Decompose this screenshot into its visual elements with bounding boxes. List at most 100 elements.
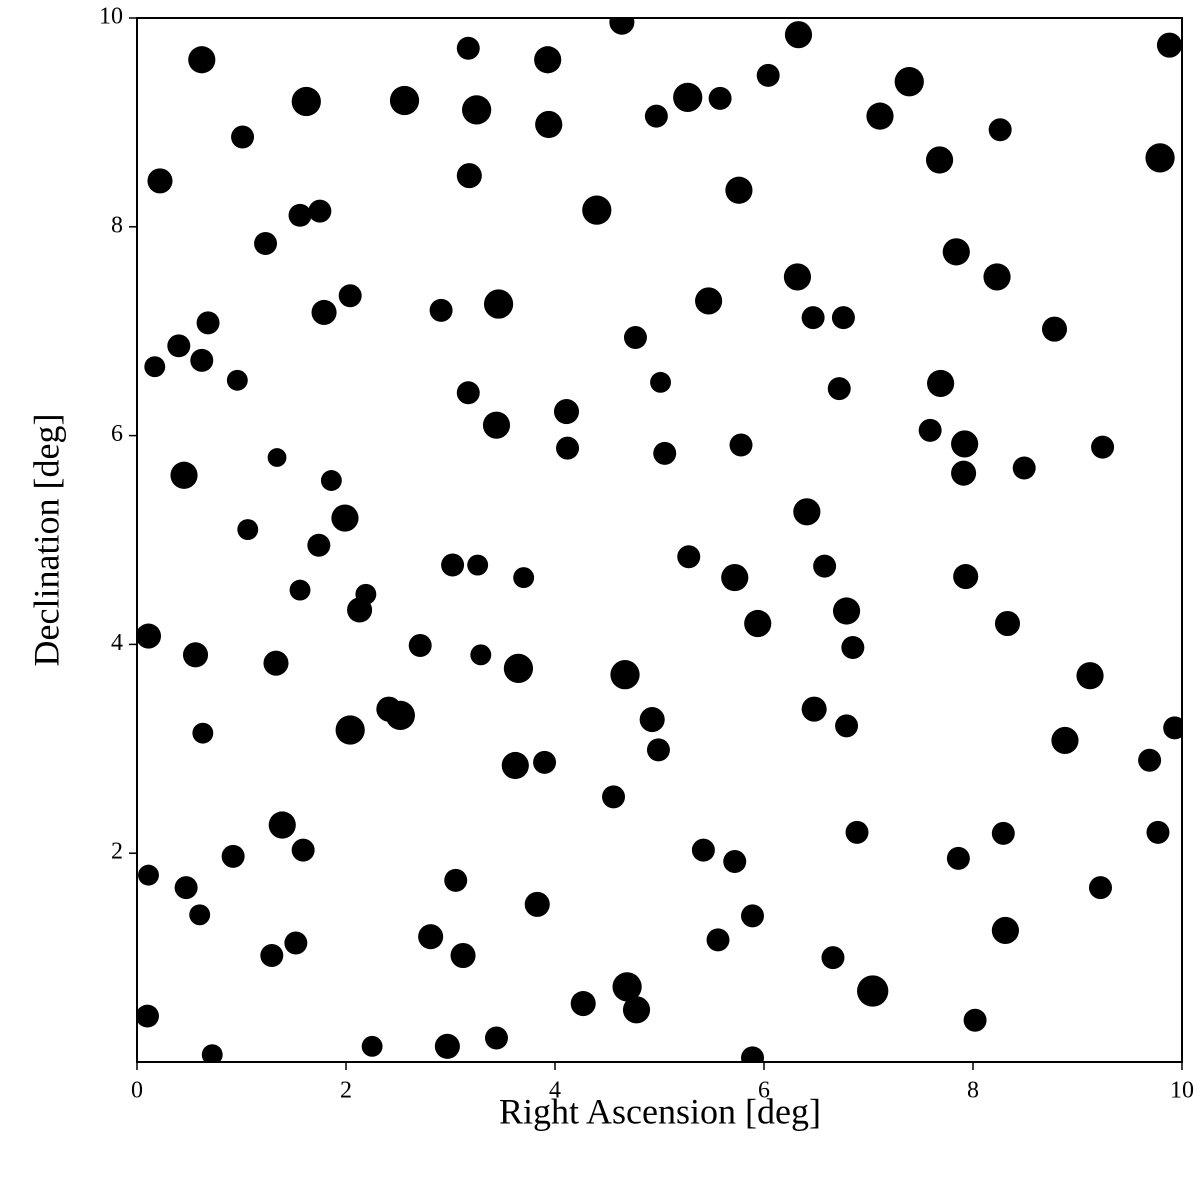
mask-circle — [1076, 662, 1104, 690]
mask-circle — [147, 168, 173, 194]
mask-circle — [994, 610, 1021, 637]
mask-circle — [650, 371, 671, 393]
mask-circle — [1156, 32, 1182, 58]
mask-circle — [831, 306, 855, 330]
mask-circle — [725, 176, 753, 204]
mask-circle — [291, 838, 315, 862]
mask-circle — [338, 284, 362, 308]
mask-circle — [695, 287, 723, 315]
mask-circle — [137, 623, 162, 649]
mask-circle — [201, 1044, 223, 1062]
mask-circle — [946, 846, 970, 870]
mask-circle — [534, 46, 562, 74]
plot-frame — [136, 17, 1183, 1063]
x-tick-label: 10 — [1170, 1078, 1194, 1104]
mask-circle — [706, 928, 730, 952]
mask-circle — [845, 820, 869, 844]
mask-circle — [450, 942, 476, 969]
mask-circle — [482, 411, 511, 439]
mask-circle — [434, 1033, 460, 1059]
x-tick-label: 8 — [967, 1078, 979, 1104]
mask-circle — [188, 46, 216, 74]
mask-circle — [138, 864, 159, 886]
mask-circle — [639, 707, 665, 733]
mask-circle — [461, 95, 492, 125]
mask-circle — [793, 498, 821, 526]
mask-circle — [137, 1004, 159, 1028]
mask-circle — [444, 868, 468, 892]
mask-circle — [951, 430, 979, 458]
mask-circle — [170, 461, 198, 489]
mask-circle — [456, 381, 480, 405]
mask-circle — [167, 334, 191, 358]
mask-circle — [813, 554, 837, 578]
mask-circle — [983, 263, 1011, 291]
y-tick-label: 4 — [111, 630, 123, 656]
mask-circle — [951, 460, 977, 486]
mask-circle — [389, 85, 420, 116]
mask-circle — [456, 36, 480, 60]
mask-circle — [484, 1026, 508, 1050]
mask-circle — [570, 990, 596, 1017]
mask-circle — [721, 563, 749, 592]
mask-circle — [331, 504, 359, 532]
mask-circle — [260, 944, 284, 968]
mask-circle — [361, 1035, 383, 1057]
mask-circle — [582, 195, 612, 225]
y-tick-label: 10 — [99, 4, 123, 30]
mask-circle — [835, 714, 859, 738]
mask-circle — [953, 564, 979, 590]
mask-circle — [513, 567, 535, 589]
x-axis-label: Right Ascension [deg] — [499, 1091, 821, 1131]
mask-circle — [355, 583, 377, 605]
mask-circle — [991, 916, 1019, 945]
mask-circle — [524, 891, 550, 917]
mask-circle — [602, 785, 626, 809]
mask-circle — [192, 722, 214, 744]
mask-circle — [535, 110, 563, 139]
mask-circle — [991, 821, 1015, 845]
y-axis-label: Declination [deg] — [26, 414, 66, 667]
mask-circle — [226, 369, 248, 391]
mask-circle — [610, 660, 640, 690]
mask-circle — [673, 82, 703, 112]
mask-circle — [308, 199, 332, 223]
mask-circle — [231, 125, 255, 149]
mask-circle — [866, 102, 894, 130]
mask-circle — [501, 751, 529, 780]
mask-circle — [267, 448, 287, 467]
mask-circle — [503, 653, 534, 684]
x-tick-label: 2 — [340, 1078, 352, 1104]
y-tick-label: 8 — [111, 212, 123, 238]
mask-circle — [801, 306, 825, 330]
mask-circle — [783, 263, 812, 291]
mask-circle — [612, 972, 642, 1002]
y-tick-label: 6 — [111, 421, 123, 447]
mask-circle — [189, 904, 211, 926]
mask-circle — [288, 203, 312, 227]
mask-circle — [927, 369, 955, 397]
mask-circle — [925, 146, 954, 174]
mask-circle — [268, 811, 296, 839]
mask-circle — [646, 738, 670, 762]
mask-circle — [418, 924, 444, 950]
mask-circle — [1163, 716, 1182, 740]
mask-circle — [677, 545, 701, 569]
mask-circle — [307, 533, 331, 557]
mask-circle — [708, 86, 732, 110]
mask-circle — [221, 844, 245, 868]
mask-circle — [756, 63, 780, 87]
mask-circle — [988, 118, 1012, 142]
x-tick-label: 6 — [758, 1078, 770, 1104]
mask-circle — [533, 750, 557, 774]
mask-circle — [857, 975, 889, 1007]
mask-circle — [174, 876, 198, 900]
mask-circle — [556, 436, 580, 460]
mask-circle — [335, 715, 365, 745]
mask-circle — [644, 104, 668, 128]
mask-circle — [182, 642, 209, 668]
x-tick-label: 4 — [549, 1078, 561, 1104]
mask-circle — [408, 633, 432, 657]
